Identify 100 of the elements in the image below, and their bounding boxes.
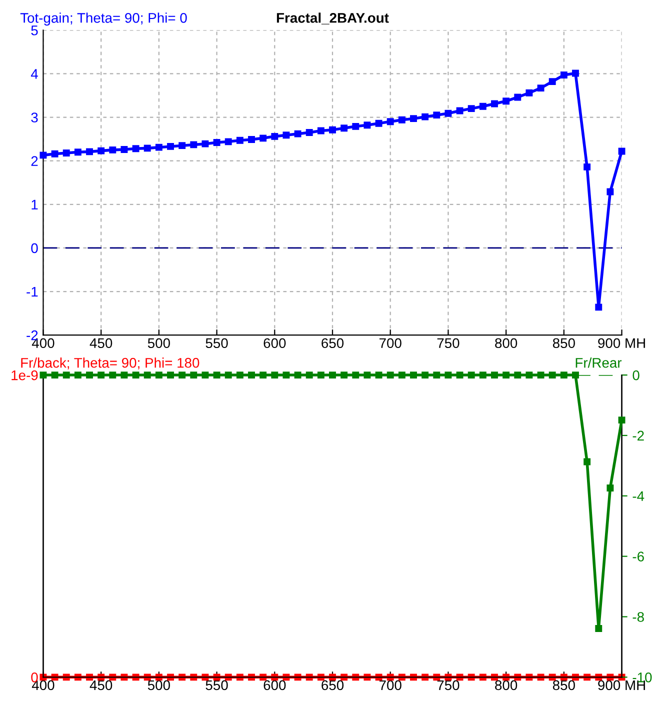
point <box>364 122 371 129</box>
point <box>62 372 70 379</box>
point <box>236 372 244 379</box>
y-tick-label: 1e-9 <box>12 370 38 380</box>
point <box>444 110 452 117</box>
point <box>502 372 510 379</box>
point <box>479 372 486 379</box>
x-tick-label: 500 <box>148 338 170 348</box>
point <box>572 70 579 77</box>
x-tick-label: 700 <box>379 680 402 690</box>
y2-tick-label: 0 <box>632 370 640 380</box>
point <box>606 484 614 492</box>
point <box>444 372 452 379</box>
point <box>317 372 324 379</box>
point <box>548 78 556 86</box>
point <box>479 102 486 110</box>
point <box>340 124 348 132</box>
point <box>491 372 498 379</box>
point <box>456 107 464 114</box>
point <box>98 372 105 379</box>
x-tick-label: 900 MH <box>598 680 645 690</box>
point <box>155 372 162 379</box>
point <box>271 132 278 140</box>
point <box>98 147 105 154</box>
y2-tick-label: -2 <box>632 430 644 440</box>
point <box>410 115 417 122</box>
point <box>144 372 151 379</box>
point <box>502 98 510 105</box>
point <box>386 372 394 379</box>
chart-title: Fractal_2BAY.out <box>276 12 389 24</box>
point <box>120 146 128 153</box>
point <box>144 144 151 152</box>
y-tick-label: -2 <box>26 330 38 340</box>
y-axis-title: Fr/back; Theta= 90; Phi= 180 <box>21 358 200 370</box>
point <box>456 372 464 379</box>
point <box>224 372 232 379</box>
x-tick-label: 650 <box>322 680 344 690</box>
point <box>213 372 220 379</box>
point <box>537 84 544 92</box>
y-tick-label: 0 <box>31 243 38 254</box>
point <box>120 372 128 379</box>
point <box>40 152 47 159</box>
y2-tick-label: -6 <box>632 552 644 562</box>
y2-tick-label: -10 <box>632 672 652 682</box>
point <box>572 372 579 379</box>
point <box>190 141 198 148</box>
point <box>271 372 278 379</box>
point <box>329 372 336 379</box>
point <box>178 142 186 150</box>
point <box>375 120 382 127</box>
point <box>595 625 602 632</box>
y-tick-label: 2 <box>31 156 38 166</box>
point <box>236 136 244 144</box>
point <box>282 372 290 379</box>
x-tick-label: 450 <box>90 338 112 348</box>
x-tick-label: 450 <box>90 680 112 690</box>
point <box>398 372 406 379</box>
point <box>213 139 220 146</box>
point <box>202 140 209 148</box>
x-tick-label: 750 <box>437 680 460 690</box>
y-tick-label: 5 <box>31 26 38 36</box>
y-tick-label: 4 <box>30 69 38 79</box>
point <box>468 105 475 112</box>
point <box>537 372 544 379</box>
x-tick-label: 400 <box>32 338 54 348</box>
point <box>317 127 324 134</box>
y-tick-label: 0 <box>31 672 38 682</box>
point <box>386 118 394 126</box>
point <box>178 372 186 379</box>
point <box>352 372 360 379</box>
point <box>606 188 614 196</box>
x-tick-label: 850 <box>552 338 575 348</box>
x-tick-label: 850 <box>552 680 575 690</box>
point <box>584 163 591 170</box>
point <box>132 145 140 152</box>
point <box>340 372 348 379</box>
point <box>40 372 47 379</box>
point <box>224 138 232 146</box>
point <box>329 126 336 134</box>
y-axis-title: Tot-gain; Theta= 90; Phi= 0 <box>20 12 187 26</box>
point <box>167 372 174 379</box>
x-tick-label: 800 <box>495 680 518 690</box>
point <box>595 304 602 311</box>
point <box>468 372 475 379</box>
point <box>51 150 58 158</box>
y2-tick-label: -4 <box>632 491 644 501</box>
point <box>132 372 140 379</box>
x-tick-label: 700 <box>379 338 402 348</box>
point <box>109 372 116 379</box>
point <box>514 94 522 101</box>
x-tick-label: 550 <box>206 680 228 690</box>
point <box>584 458 591 466</box>
point <box>422 113 429 120</box>
point <box>398 116 406 124</box>
point <box>86 148 93 156</box>
point <box>248 136 255 143</box>
point <box>86 372 93 379</box>
y2-tick-label: -8 <box>632 612 644 622</box>
point <box>248 372 255 379</box>
point <box>433 112 440 119</box>
